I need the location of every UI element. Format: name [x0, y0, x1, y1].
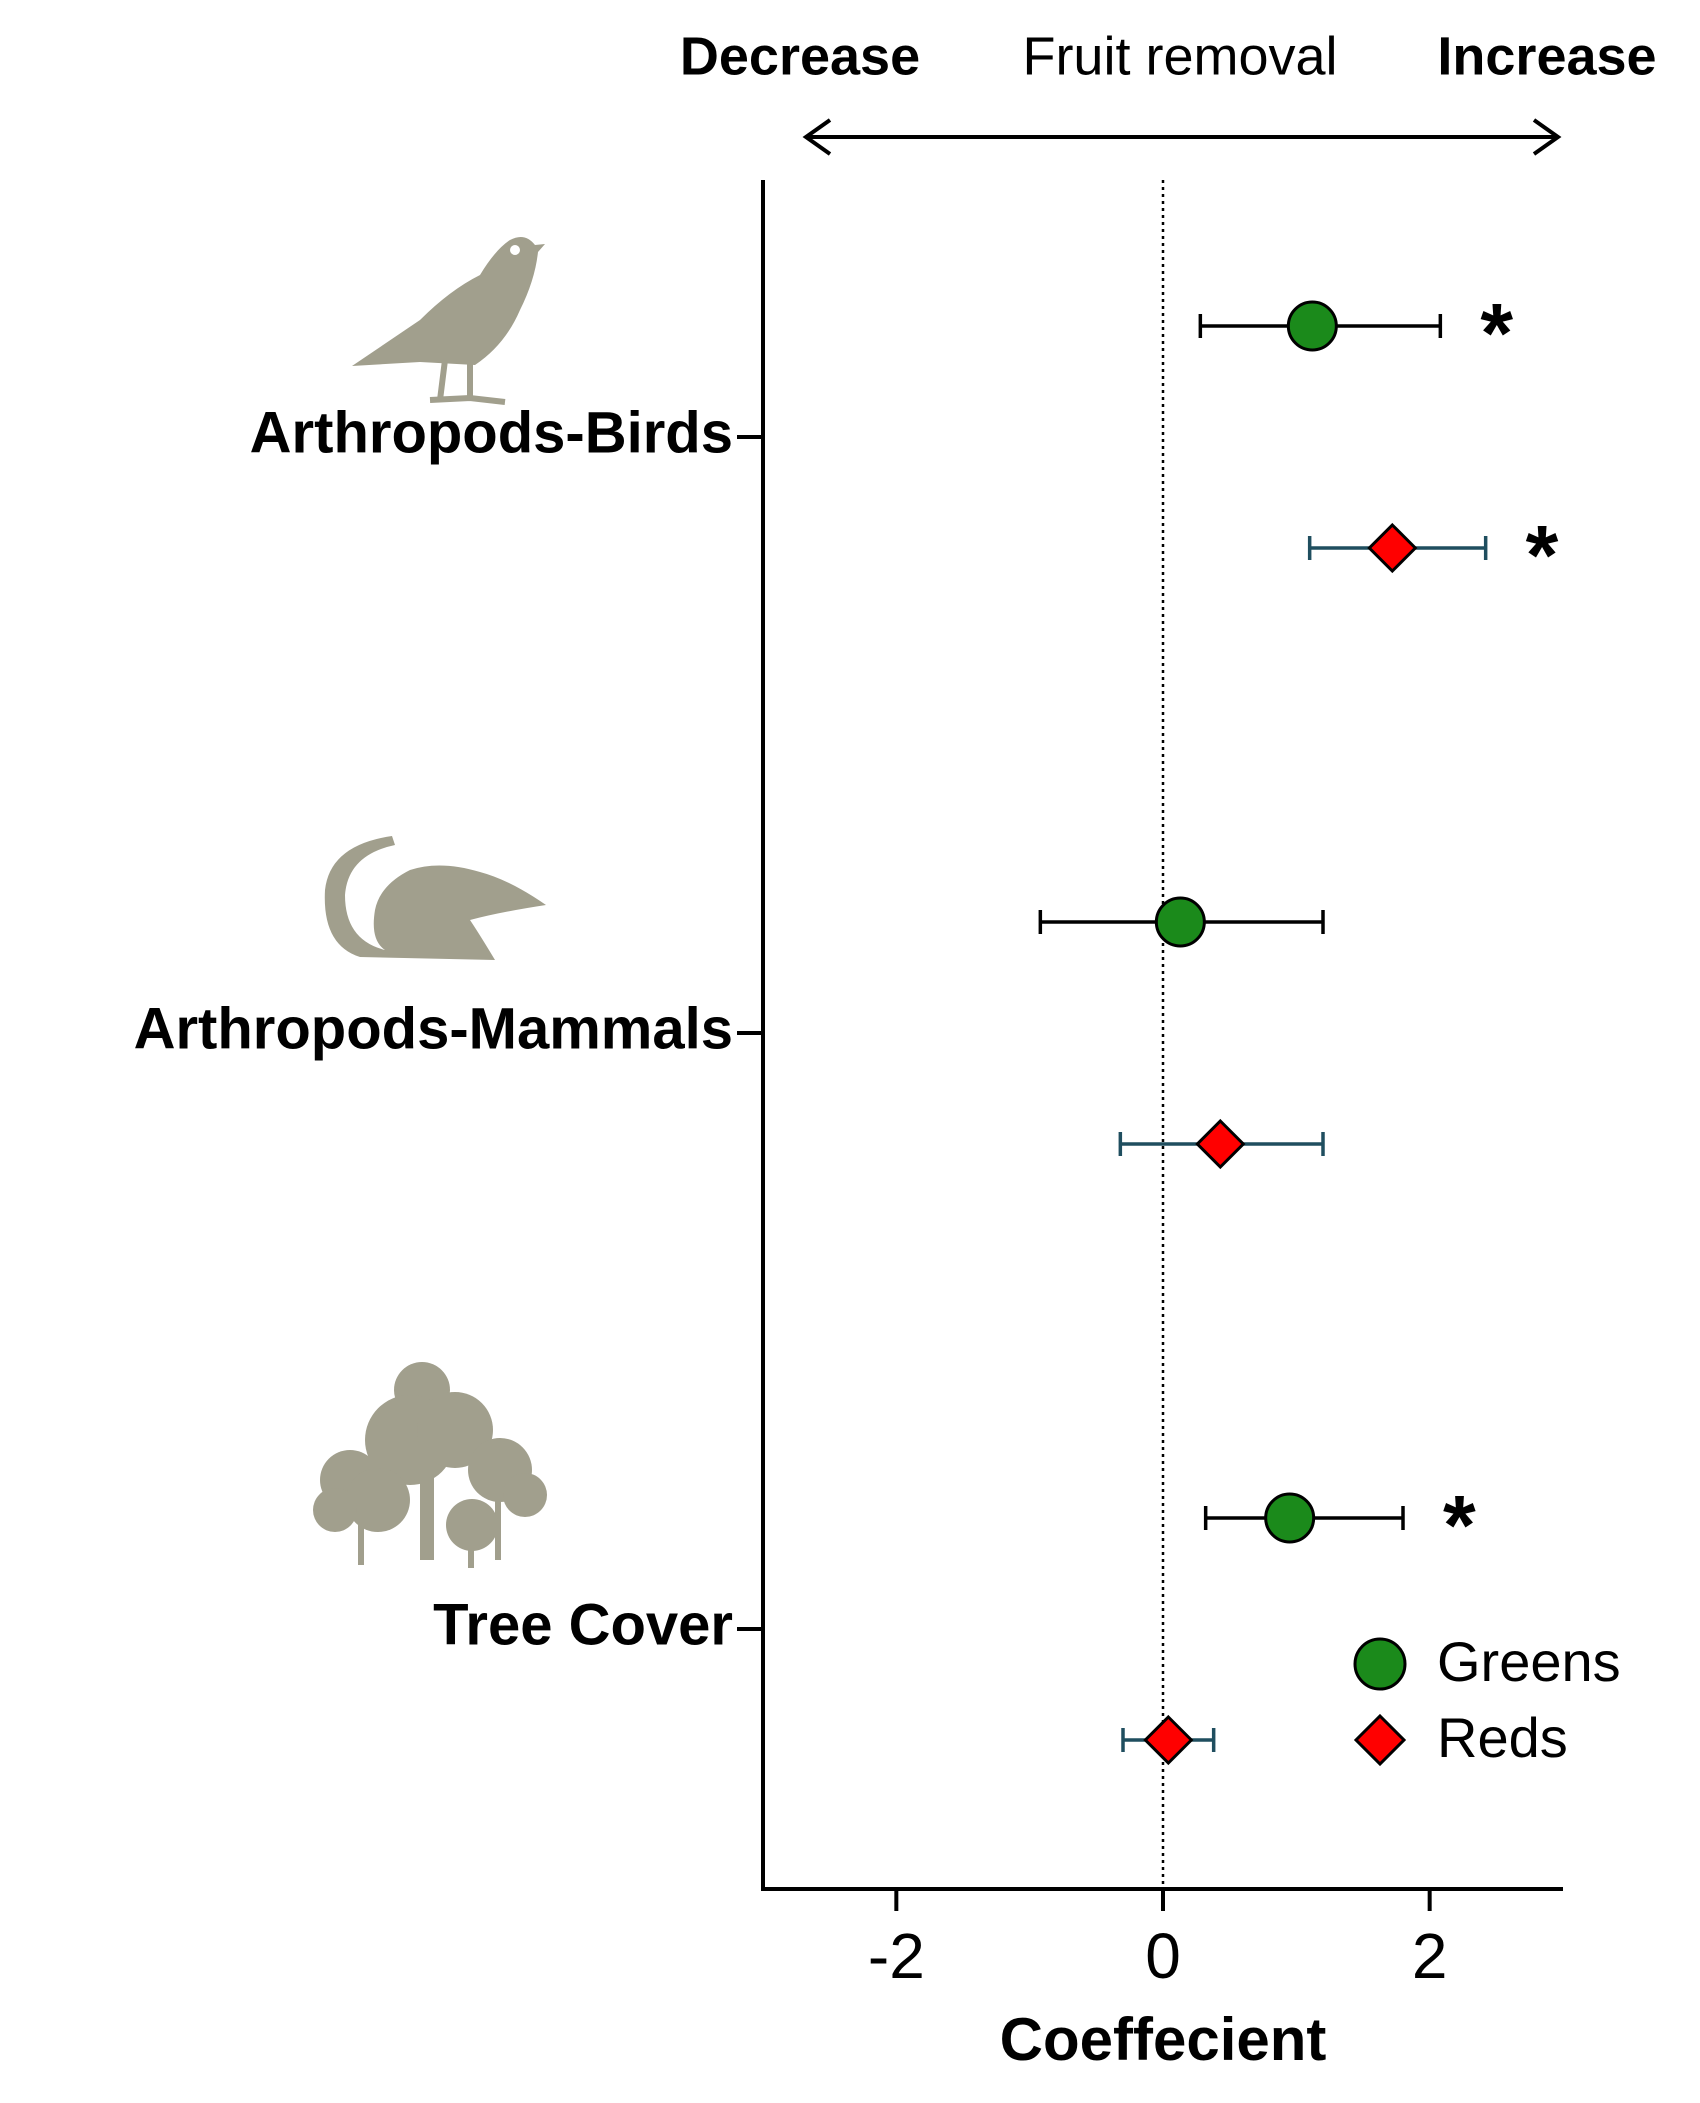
header-left: Decrease — [680, 26, 920, 86]
legend-label: Reds — [1437, 1706, 1568, 1769]
x-tick-label: -2 — [868, 1920, 925, 1992]
point — [1367, 522, 1418, 574]
header-center: Fruit removal — [1022, 26, 1337, 86]
significance-label: * — [1480, 286, 1513, 380]
direction-arrow — [802, 118, 1562, 156]
legend-label: Greens — [1437, 1630, 1621, 1693]
x-tick-label: 2 — [1412, 1920, 1448, 1992]
tree-icon — [313, 1362, 547, 1568]
point — [1154, 896, 1206, 948]
significance-label: * — [1526, 508, 1559, 602]
category-label: Tree Cover — [433, 1592, 733, 1657]
point — [1264, 1492, 1316, 1544]
header-right: Increase — [1437, 26, 1656, 86]
point — [1143, 1714, 1194, 1766]
point — [1195, 1118, 1246, 1170]
legend-marker — [1353, 1713, 1407, 1767]
x-tick-label: 0 — [1145, 1920, 1181, 1992]
point — [1286, 300, 1338, 352]
category-label: Arthropods-Mammals — [134, 996, 733, 1061]
category-label: Arthropods-Birds — [250, 400, 733, 465]
significance-label: * — [1443, 1478, 1476, 1572]
mammal-icon — [324, 836, 546, 960]
x-axis-title: Coeffecient — [1000, 2006, 1327, 2073]
legend-marker — [1353, 1637, 1407, 1691]
bird-icon — [352, 236, 545, 405]
